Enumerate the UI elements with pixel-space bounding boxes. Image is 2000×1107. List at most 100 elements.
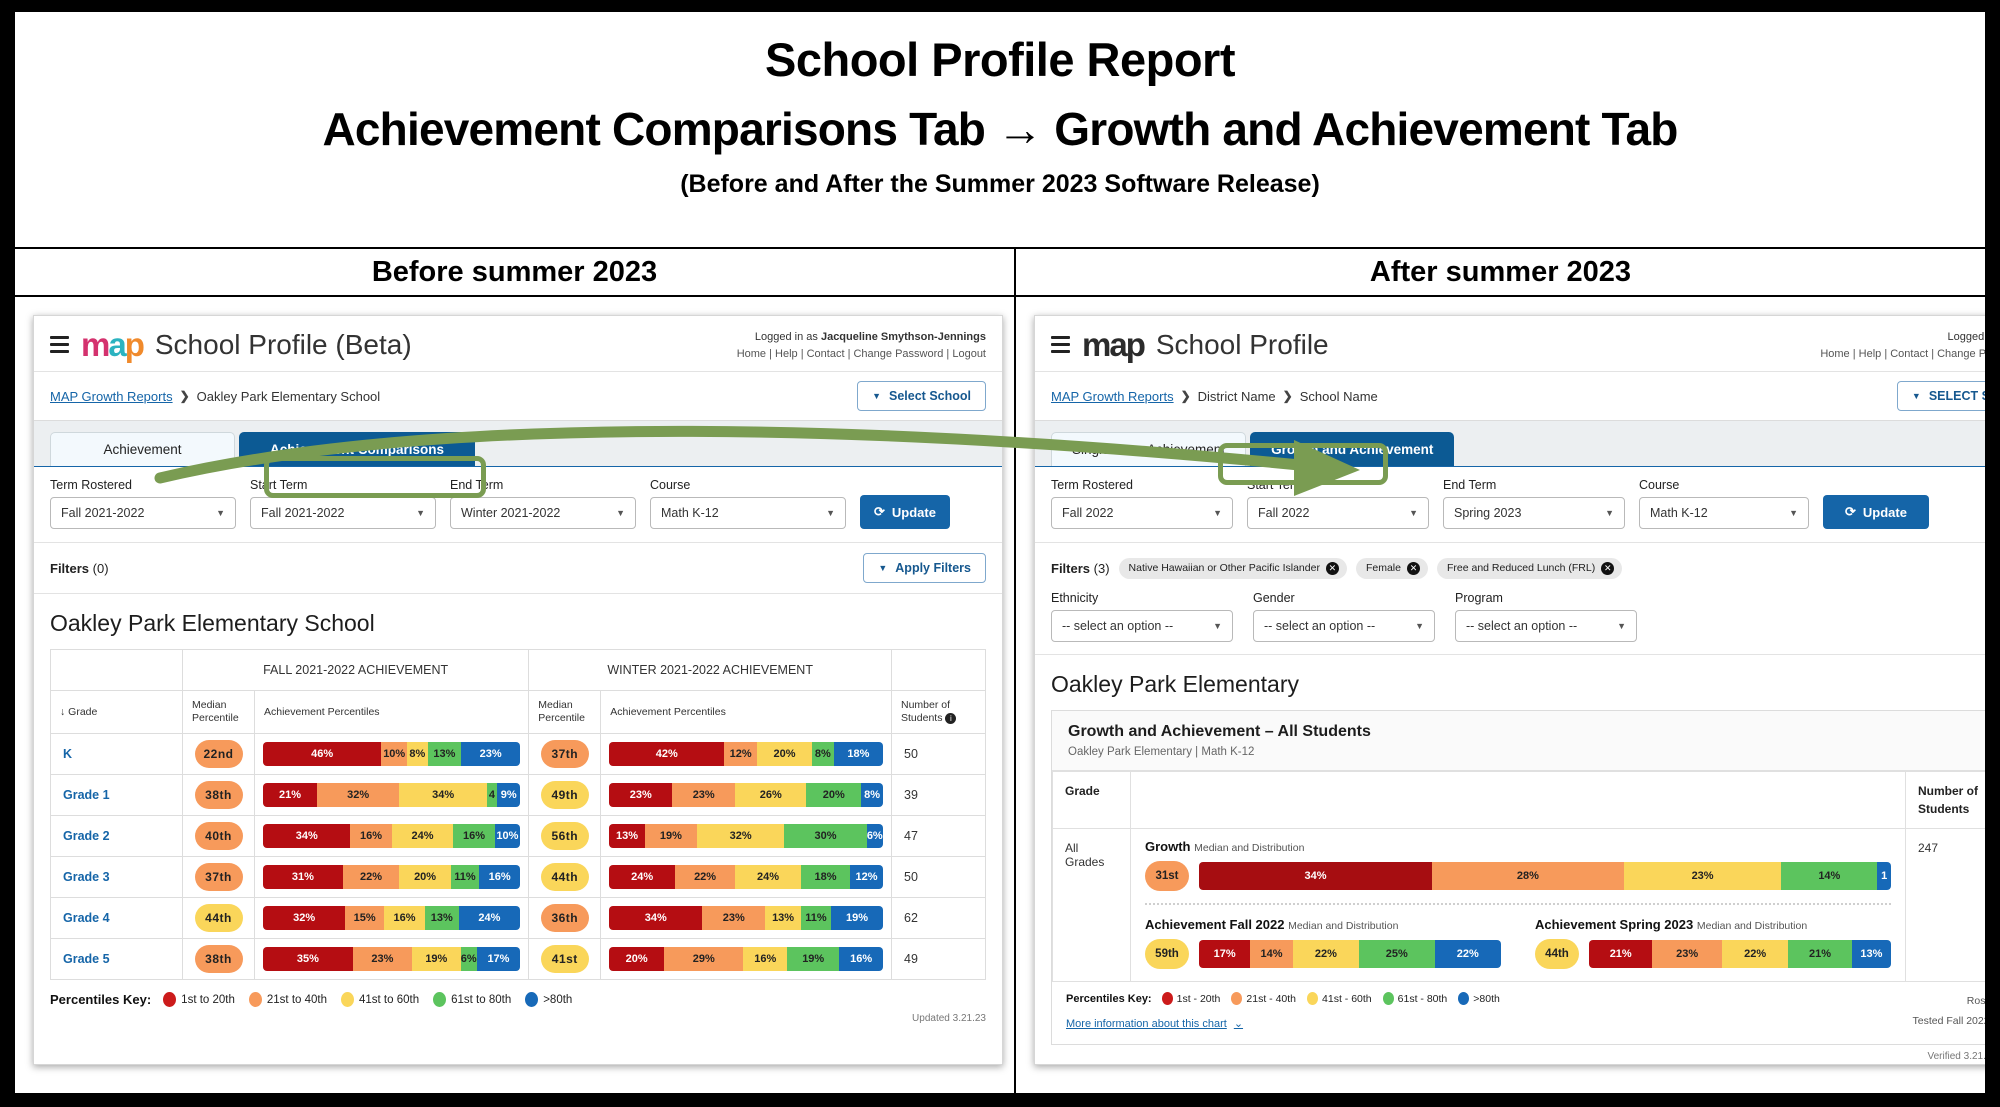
key-item: >80th [1458, 992, 1500, 1005]
column-header-after: After summer 2023 [1015, 248, 1986, 296]
bar-segment: 23% [609, 783, 673, 808]
select-end-term[interactable]: Winter 2021-2022 ▼ [450, 497, 636, 529]
filter-chip[interactable]: Free and Reduced Lunch (FRL) ✕ [1436, 557, 1623, 579]
cell-grade[interactable]: Grade 1 [50, 774, 183, 817]
key-item: 1st to 20th [163, 992, 235, 1008]
bar-segment: 13% [609, 824, 645, 849]
remove-chip-icon[interactable]: ✕ [1406, 561, 1420, 575]
bar-segment: 34% [263, 824, 351, 849]
select-term-rostered[interactable]: Fall 2021-2022 ▼ [50, 497, 236, 529]
bar-segment: 16% [383, 906, 426, 931]
bar-segment: 32% [696, 824, 785, 849]
group-header-fall: FALL 2021-2022 ACHIEVEMENT [181, 649, 530, 691]
select-school-button[interactable]: ▼ Select School [857, 381, 986, 411]
select-start-term[interactable]: Fall 2021-2022 ▼ [250, 497, 436, 529]
select-program[interactable]: -- select an option -- ▼ [1455, 610, 1637, 642]
tab-achievement[interactable]: Achievement [50, 432, 235, 466]
select-course[interactable]: Math K-12 ▼ [650, 497, 846, 529]
tab-growth-and-achievement[interactable]: Growth and Achievement [1250, 432, 1455, 466]
select-start-term[interactable]: Fall 2022 ▼ [1247, 497, 1429, 529]
header-nav-links[interactable]: Home | Help | Contact | Change Password [1820, 348, 1986, 360]
page-title-note: (Before and After the Summer 2023 Softwa… [680, 170, 1320, 199]
distribution-bar: 34% 16% 24% 16% 10% [263, 824, 521, 849]
cell-grade[interactable]: Grade 2 [50, 815, 183, 858]
header-nav-links[interactable]: Home | Help | Contact | Change Password … [736, 348, 986, 360]
select-program-value: -- select an option -- [1466, 619, 1578, 633]
cell-winter-median: 44th [528, 856, 602, 899]
bar-segment: 35% [263, 947, 353, 972]
label-program: Program [1455, 591, 1503, 605]
filters-count: (0) [92, 560, 109, 576]
filter-chip[interactable]: Female ✕ [1355, 557, 1428, 579]
bar-segment: 20% [609, 947, 665, 972]
breadcrumb-root-link[interactable]: MAP Growth Reports [1051, 388, 1174, 404]
select-gender-value: -- select an option -- [1264, 619, 1376, 633]
app-title-before: School Profile (Beta) [154, 328, 412, 360]
tab-achievement-comparisons[interactable]: Achievement Comparisons [239, 432, 475, 466]
breadcrumb-district: District Name [1197, 388, 1276, 404]
cell-number-students: 47 [891, 815, 986, 858]
more-information-link[interactable]: More information about this chart ⌄ [1066, 1017, 1243, 1031]
remove-chip-icon[interactable]: ✕ [1601, 561, 1615, 575]
breadcrumb-root-link[interactable]: MAP Growth Reports [50, 388, 173, 404]
cell-fall-median: 44th [182, 897, 255, 940]
table-group-header-row: FALL 2021-2022 ACHIEVEMENT WINTER 2021-2… [50, 649, 986, 691]
tested-text: Tested Fall 2022 - Spring 2 [1912, 1014, 1986, 1027]
key-item: 61st to 80th [433, 992, 511, 1008]
select-end-term[interactable]: Spring 2023 ▼ [1443, 497, 1625, 529]
select-course[interactable]: Math K-12 ▼ [1639, 497, 1809, 529]
hamburger-menu-icon[interactable] [50, 336, 69, 353]
col-number-students: Number of Students [1905, 771, 1985, 829]
footer-dates: Rostered Fall 2 Tested Fall 2022 - Sprin… [1912, 992, 1986, 1032]
filter-chip[interactable]: Native Hawaiian or Other Pacific Islande… [1118, 557, 1347, 579]
select-ethnicity[interactable]: -- select an option -- ▼ [1051, 610, 1233, 642]
logged-in-prefix: Logged in as [754, 331, 821, 343]
rostered-text: Rostered Fall 2 [1966, 995, 1986, 1007]
bar-segment: 46% [263, 742, 382, 767]
breadcrumb-separator-icon-2: ❯ [1282, 389, 1293, 403]
select-term-rostered-value: Fall 2021-2022 [61, 506, 145, 520]
cell-number-students: 62 [891, 897, 986, 940]
bar-segment: 32% [317, 783, 400, 808]
school-name-before: Oakley Park Elementary School [34, 594, 1002, 649]
distribution-bar: 21% 32% 34% 4 9% [263, 783, 521, 808]
tab-single-term-achievement[interactable]: Single-Term Achievement [1051, 432, 1247, 466]
apply-filters-button[interactable]: ▼ Apply Filters [863, 553, 986, 583]
update-button[interactable]: ⟳ Update [860, 495, 950, 529]
distribution-bar: 46% 10% 8% 13% 23% [263, 742, 521, 767]
info-icon[interactable]: i [945, 713, 957, 725]
hamburger-menu-icon[interactable] [1051, 336, 1070, 353]
key-item: 41st - 60th [1307, 992, 1372, 1005]
filters-count: (3) [1093, 560, 1110, 576]
select-start-term-value: Fall 2021-2022 [261, 506, 345, 520]
field-ethnicity: Ethnicity -- select an option -- ▼ [1051, 591, 1233, 642]
section-divider [1145, 903, 1891, 905]
cell-grade[interactable]: Grade 4 [50, 897, 183, 940]
cell-grade[interactable]: Grade 5 [50, 938, 183, 981]
cell-fall-bar: 21% 32% 34% 4 9% [253, 774, 530, 817]
remove-chip-icon[interactable]: ✕ [1325, 561, 1339, 575]
row-grade-label: All Grades [1052, 828, 1131, 982]
select-term-rostered[interactable]: Fall 2022 ▼ [1051, 497, 1233, 529]
bar-segment: 16% [839, 947, 883, 972]
bar-segment: 12% [850, 865, 883, 890]
select-school-button[interactable]: ▼ SELECT SCH [1896, 381, 1985, 411]
growth-label-text: Growth [1145, 839, 1191, 854]
cell-grade[interactable]: Grade 3 [50, 856, 183, 899]
bar-segment: 24% [735, 865, 801, 890]
bar-segment: 24% [458, 906, 521, 931]
bar-segment: 17% [476, 947, 521, 972]
update-button[interactable]: ⟳ Update [1823, 495, 1929, 529]
cell-grade[interactable]: K [50, 733, 183, 776]
bar-segment: 11% [450, 865, 480, 890]
col-grade[interactable]: ↓ Grade [50, 689, 183, 735]
select-gender[interactable]: -- select an option -- ▼ [1253, 610, 1435, 642]
select-end-term-value: Spring 2023 [1454, 506, 1522, 520]
screenshot-after: map School Profile Logged in as Us Home … [1015, 296, 1986, 1094]
breadcrumb-current: Oakley Park Elementary School [196, 388, 381, 404]
logged-in-text: Logged in as Jacqueline Smythson-Jenning… [737, 331, 986, 343]
bar-segment: 23% [672, 783, 736, 808]
distribution-bar: 35% 23% 19% 6% 17% [263, 947, 521, 972]
field-term-rostered: Term Rostered Fall 2022 ▼ [1051, 478, 1233, 529]
bar-segment: 24% [391, 824, 454, 849]
